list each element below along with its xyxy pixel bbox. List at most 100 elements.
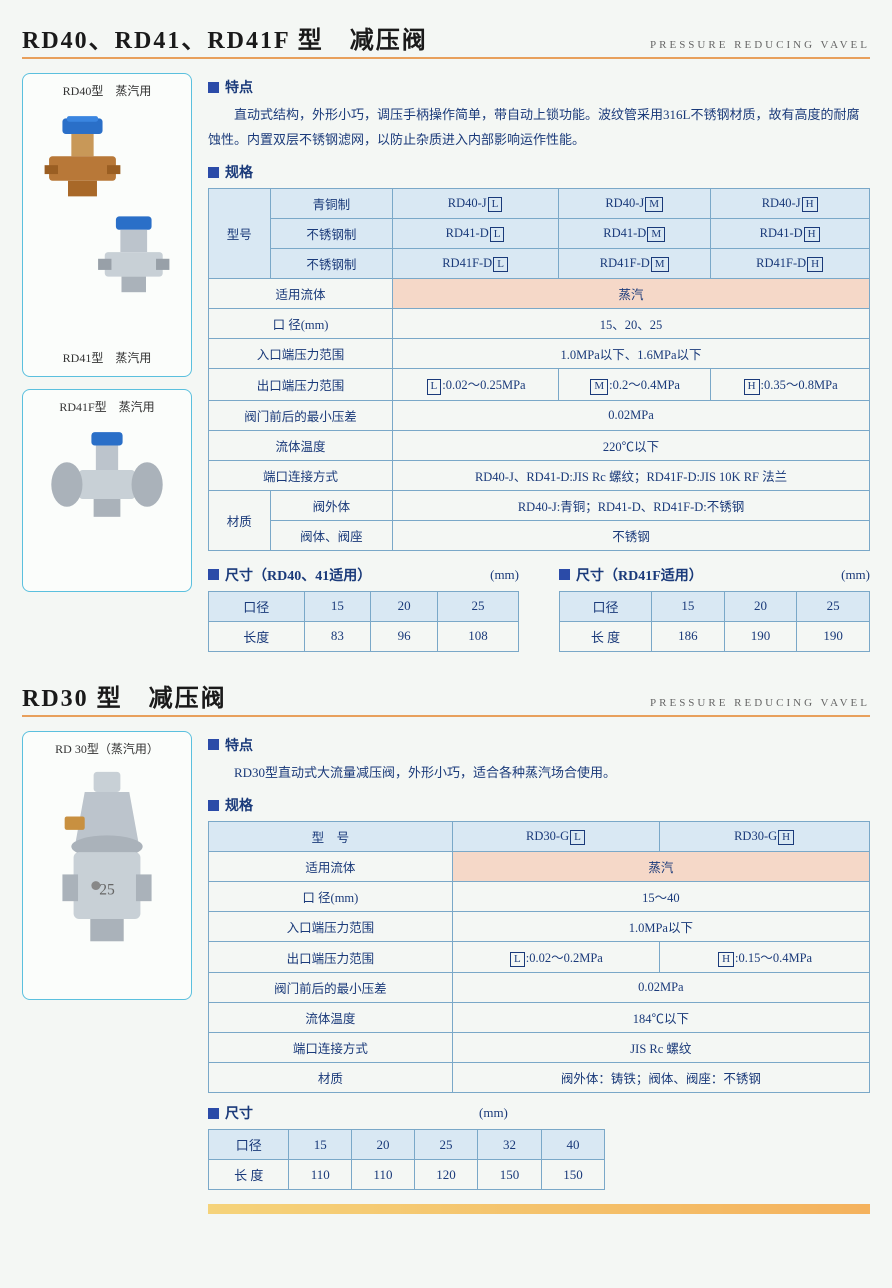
bullet-icon [208, 82, 219, 93]
cell: 110 [289, 1160, 352, 1190]
section1-subtitle: PRESSURE REDUCING VAVEL [650, 39, 870, 51]
cell: L:0.02～0.2MPa [452, 942, 659, 973]
svg-text:25: 25 [99, 881, 115, 898]
valve-image-rd30: 25 [29, 763, 185, 986]
title-divider [22, 57, 870, 59]
features-heading-2: 特点 [208, 735, 870, 755]
cell: 不锈钢 [393, 520, 870, 550]
bullet-icon [208, 800, 219, 811]
cell: RD40-JH [711, 189, 870, 219]
cell: 32 [478, 1130, 541, 1160]
cell: RD41F-DM [559, 249, 711, 279]
cell: 25 [437, 591, 518, 621]
cell: 15 [652, 591, 725, 621]
spec-table-1: 型号 青铜制 RD40-JL RD40-JM RD40-JH 不锈钢制 RD41… [208, 188, 870, 550]
cell: 长 度 [209, 1160, 289, 1190]
section2-title-row: RD30 型 减压阀 PRESSURE REDUCING VAVEL [22, 678, 870, 713]
section2-subtitle: PRESSURE REDUCING VAVEL [650, 697, 870, 709]
bullet-icon [559, 569, 570, 580]
cell: 15～40 [452, 882, 869, 912]
cell: 15 [304, 591, 371, 621]
dim2-heading: 尺寸（RD41F适用） (mm) [559, 565, 870, 585]
spec-heading-2: 规格 [208, 795, 870, 815]
cell: 108 [437, 621, 518, 651]
cell: 20 [371, 591, 438, 621]
cell: M:0.2～0.4MPa [559, 369, 711, 400]
cell: 110 [352, 1160, 415, 1190]
cell: 口径 [209, 591, 305, 621]
dim1-heading: 尺寸（RD40、41适用） (mm) [208, 565, 519, 585]
cell: 材质 [209, 1063, 453, 1093]
dim-table-2: 口径 15 20 25 长 度 186 190 190 [559, 591, 870, 652]
cell: 入口端压力范围 [209, 912, 453, 942]
image-box-rd40-rd41: RD40型 蒸汽用 [22, 73, 192, 377]
cell: 口 径(mm) [209, 309, 393, 339]
cell: 适用流体 [209, 852, 453, 882]
dim1-label: 尺寸（RD40、41适用） [225, 565, 371, 585]
cell: 流体温度 [209, 1003, 453, 1033]
cell: RD41-DL [393, 219, 559, 249]
features-text-2: RD30型直动式大流量减压阀，外形小巧，适合各种蒸汽场合使用。 [208, 761, 870, 786]
cell: RD40-JL [393, 189, 559, 219]
section1-title-row: RD40、RD41、RD41F 型 减压阀 PRESSURE REDUCING … [22, 20, 870, 55]
dim2-unit: (mm) [841, 567, 870, 583]
bullet-icon [208, 569, 219, 580]
cell: 25 [414, 1130, 477, 1160]
cell: 25 [797, 591, 870, 621]
section2-title: RD30 型 减压阀 [22, 678, 227, 713]
bullet-icon [208, 167, 219, 178]
spec-heading: 规格 [208, 162, 870, 182]
valve-image-rd40-rd41 [29, 105, 185, 339]
cell: 口径 [209, 1130, 289, 1160]
cell: H:0.35～0.8MPa [711, 369, 870, 400]
image-box-rd30: RD 30型（蒸汽用） 25 [22, 731, 192, 1001]
material-label: 材质 [209, 490, 271, 550]
cell: 120 [414, 1160, 477, 1190]
cell: 40 [541, 1130, 604, 1160]
cell: 1.0MPa以下 [452, 912, 869, 942]
cell: 口径 [560, 591, 652, 621]
cell: 阀外体 [270, 490, 392, 520]
image-box-rd41f: RD41F型 蒸汽用 [22, 389, 192, 592]
bullet-icon [208, 1108, 219, 1119]
section1-title: RD40、RD41、RD41F 型 减压阀 [22, 20, 428, 55]
cell: 0.02MPa [393, 400, 870, 430]
cell: RD41F-DH [711, 249, 870, 279]
spec-table-2: 型 号 RD30-GL RD30-GH 适用流体蒸汽 口 径(mm)15～40 … [208, 821, 870, 1093]
features-text: 直动式结构，外形小巧，调压手柄操作简单，带自动上锁功能。波纹管采用316L不锈钢… [208, 103, 870, 152]
cell: 阀门前后的最小压差 [209, 400, 393, 430]
cell: L:0.02～0.25MPa [393, 369, 559, 400]
cell: 流体温度 [209, 430, 393, 460]
cell: RD41-DM [559, 219, 711, 249]
cell: H:0.15～0.4MPa [660, 942, 870, 973]
cell: 阀体、阀座 [270, 520, 392, 550]
model-label: 型号 [209, 189, 271, 279]
features-heading: 特点 [208, 77, 870, 97]
cell: RD40-JM [559, 189, 711, 219]
cell: 186 [652, 621, 725, 651]
cell: RD41-DH [711, 219, 870, 249]
features-label: 特点 [225, 77, 253, 97]
cell: 0.02MPa [452, 973, 869, 1003]
dim-table-1: 口径 15 20 25 长度 83 96 108 [208, 591, 519, 652]
cell: 端口连接方式 [209, 460, 393, 490]
dim2-label: 尺寸（RD41F适用） [576, 565, 703, 585]
cell: 不锈钢制 [270, 219, 392, 249]
bullet-icon [208, 739, 219, 750]
cell: 出口端压力范围 [209, 942, 453, 973]
cell: 190 [724, 621, 797, 651]
cell: 阀门前后的最小压差 [209, 973, 453, 1003]
cell: RD40-J:青铜；RD41-D、RD41F-D:不锈钢 [393, 490, 870, 520]
cell: 220℃以下 [393, 430, 870, 460]
cell: 20 [724, 591, 797, 621]
image-caption: RD40型 蒸汽用 [29, 82, 185, 99]
cell: 青铜制 [270, 189, 392, 219]
spec-label: 规格 [225, 162, 253, 182]
cell: 96 [371, 621, 438, 651]
cell: 20 [352, 1130, 415, 1160]
cell: 不锈钢制 [270, 249, 392, 279]
dim3-heading: 尺寸 (mm) [208, 1103, 870, 1123]
image-caption: RD 30型（蒸汽用） [29, 740, 185, 757]
cell: 口 径(mm) [209, 882, 453, 912]
dim1-unit: (mm) [490, 567, 519, 583]
